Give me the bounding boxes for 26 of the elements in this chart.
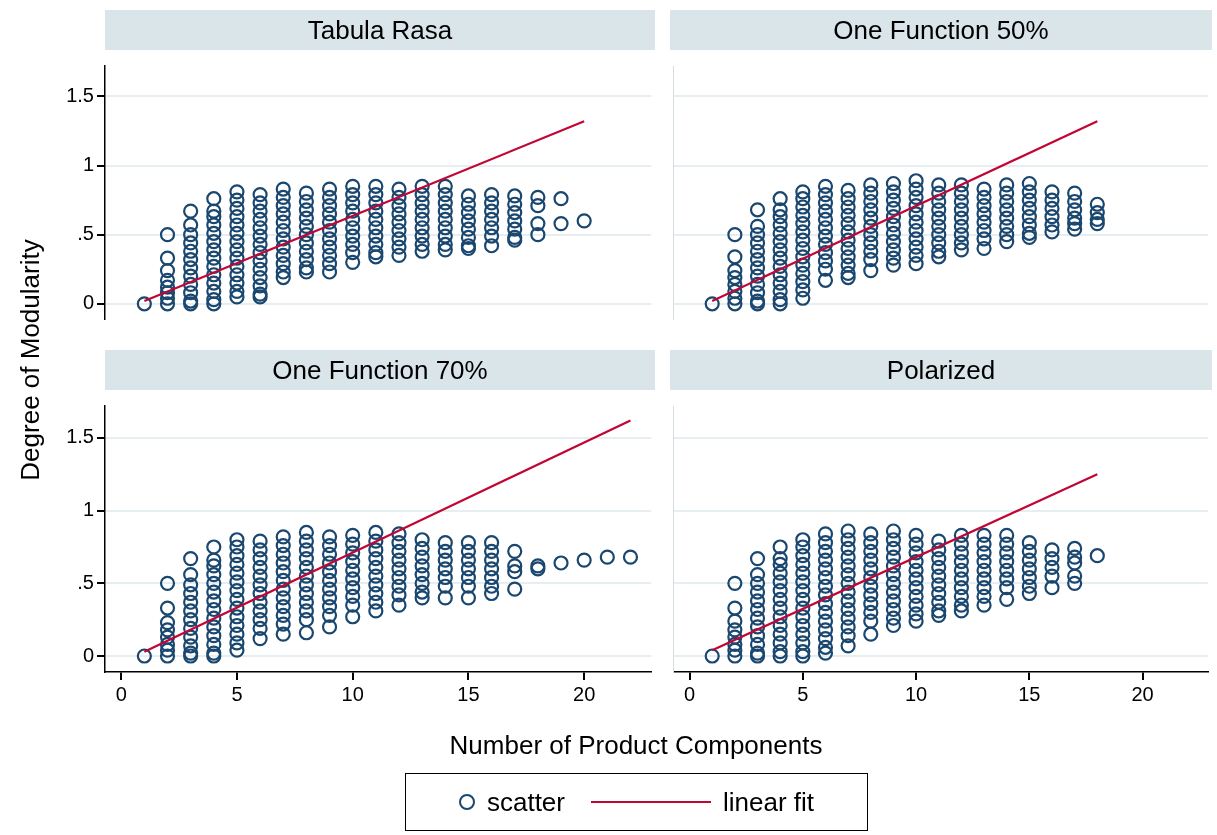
- x-tick-label: 15: [1018, 682, 1041, 705]
- x-tick-label: 15: [457, 682, 480, 705]
- y-tick-label: .5: [77, 570, 94, 593]
- legend-label: scatter: [486, 786, 565, 818]
- y-tick-label: 0: [82, 291, 94, 314]
- x-tick-label: 0: [683, 682, 696, 705]
- y-tick-label: 1.5: [66, 83, 94, 106]
- x-tick-label: 0: [115, 682, 127, 705]
- x-axis-title: Number of Product Components: [449, 730, 823, 761]
- legend-label: linear fit: [722, 786, 815, 818]
- x-tick-label: 5: [231, 682, 243, 705]
- x-tick-label: 20: [573, 682, 596, 705]
- y-tick-label: .5: [77, 222, 94, 245]
- chart-title: One Function 70%: [105, 350, 655, 390]
- x-tick-label: 10: [904, 682, 928, 705]
- y-tick-label: 1: [82, 498, 94, 521]
- y-axis-title: Degree of Modularity: [14, 239, 46, 481]
- y-tick-label: 1: [82, 153, 94, 176]
- chart-title: Polarized: [670, 350, 1212, 390]
- x-tick-label: 10: [341, 682, 364, 705]
- y-tick-label: 1.5: [66, 425, 94, 448]
- x-tick-label: 5: [797, 682, 809, 705]
- chart-title: Tabula Rasa: [105, 10, 655, 50]
- y-tick-label: 0: [82, 643, 94, 666]
- chart-title: One Function 50%: [670, 10, 1212, 50]
- x-tick-label: 20: [1131, 682, 1154, 705]
